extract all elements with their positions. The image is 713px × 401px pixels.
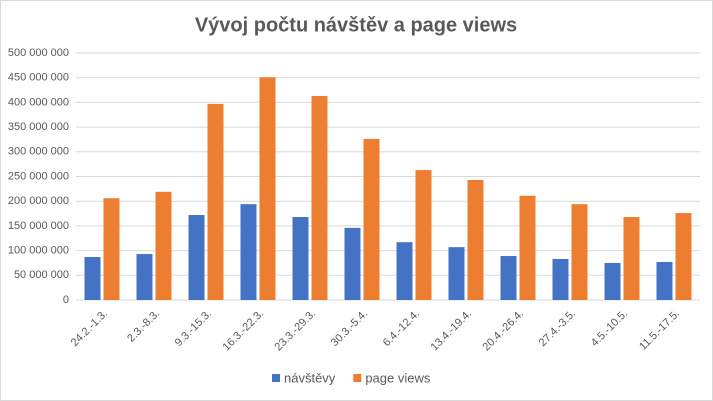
bar <box>84 257 101 300</box>
bar <box>467 179 484 300</box>
bar <box>103 198 120 300</box>
y-tick-label: 250 000 000 <box>8 170 69 182</box>
bar <box>448 247 465 300</box>
y-tick-label: 400 000 000 <box>8 96 69 108</box>
bar <box>188 215 205 300</box>
y-tick-label: 100 000 000 <box>8 245 69 257</box>
bar <box>240 204 257 300</box>
y-tick-label: 50 000 000 <box>14 269 69 281</box>
bar <box>656 261 673 300</box>
bar <box>519 195 536 300</box>
y-tick-label: 150 000 000 <box>8 220 69 232</box>
bar <box>207 103 224 301</box>
y-tick-label: 0 <box>63 294 69 306</box>
legend-label: page views <box>365 370 431 385</box>
legend-swatch <box>272 374 280 382</box>
legend-swatch <box>353 374 362 382</box>
bar <box>363 138 380 300</box>
y-tick-label: 300 000 000 <box>8 146 69 158</box>
bar <box>292 217 309 300</box>
bar <box>396 242 413 300</box>
bar <box>344 227 361 300</box>
bar <box>552 258 569 300</box>
y-tick-label: 350 000 000 <box>8 121 69 133</box>
bar <box>259 77 276 301</box>
chart-title: Vývoj počtu návštěv a page views <box>195 14 517 36</box>
bar <box>604 262 621 300</box>
y-tick-label: 450 000 000 <box>8 72 69 84</box>
bar <box>571 204 588 300</box>
bar <box>623 217 640 300</box>
y-tick-label: 500 000 000 <box>8 47 69 59</box>
bar <box>500 256 517 300</box>
bar <box>415 170 432 300</box>
legend-label: návštěvy <box>284 370 336 385</box>
bar <box>311 95 328 300</box>
y-tick-label: 200 000 000 <box>8 195 69 207</box>
bar <box>136 254 153 300</box>
bar <box>675 213 692 300</box>
bar <box>155 191 172 300</box>
